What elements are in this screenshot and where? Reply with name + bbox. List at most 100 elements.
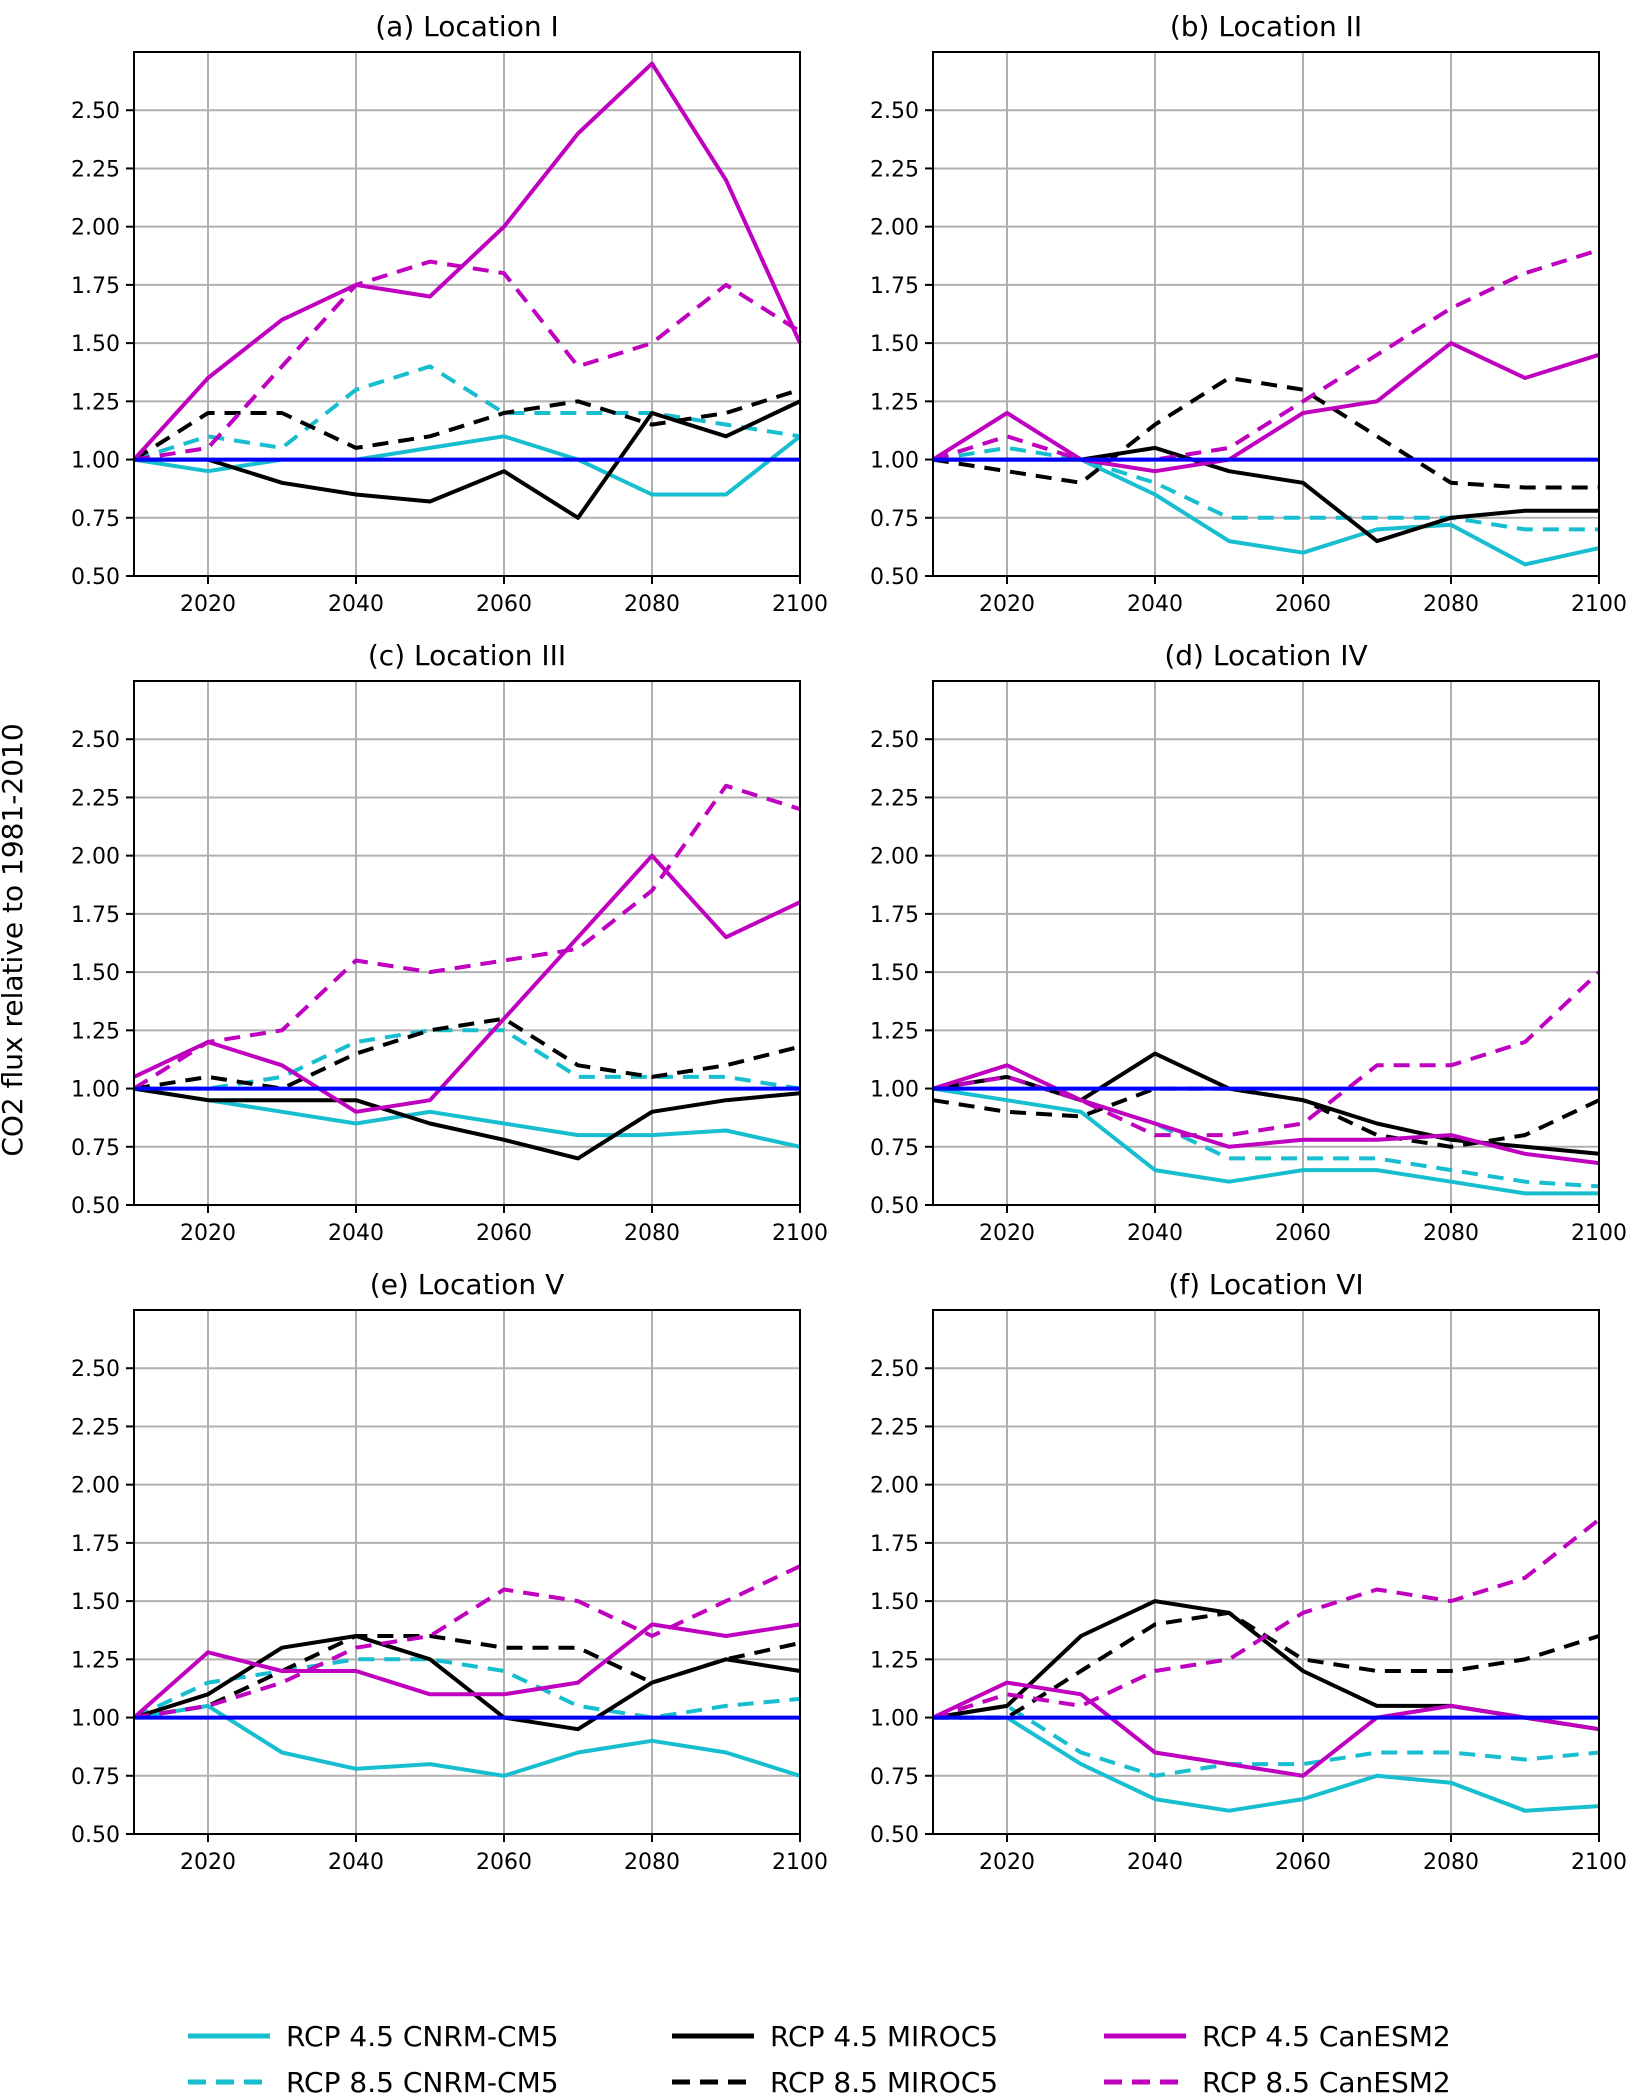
y-tick-label: 0.75 (870, 507, 919, 532)
panels: 2020 2040 2060 2080 2100 0.50 0.75 1.00 1.25 1.50… (71, 10, 1627, 1875)
y-tick-label: 1.00 (71, 449, 120, 474)
x-tick-label: 2060 (476, 1221, 532, 1246)
x-tick-label: 2020 (180, 1221, 236, 1246)
plot-area (933, 681, 1599, 1205)
series-line (133, 1086, 801, 1149)
plot-area (134, 52, 800, 576)
legend-label: RCP 4.5 CNRM-CM5 (286, 2020, 559, 2053)
y-tick-label: 0.75 (71, 507, 120, 532)
legend-entry: RCP 4.5 CNRM-CM5 (188, 2020, 559, 2053)
series-line (933, 1715, 1600, 1813)
y-tick-label: 2.00 (870, 216, 919, 241)
panel-1: 2020 2040 2060 2080 2100 0.50 0.75 1.00 1.25 1.50… (71, 10, 828, 617)
x-tick-label: 2020 (979, 1850, 1035, 1875)
x-tick-label: 2020 (979, 592, 1035, 617)
series-line (133, 1634, 801, 1720)
y-tick-label: 1.75 (870, 1532, 919, 1557)
plot-area (134, 1310, 800, 1834)
y-tick-label: 1.00 (870, 449, 919, 474)
x-tick-label: 2080 (1423, 592, 1479, 617)
y-tick-label: 2.00 (870, 845, 919, 870)
y-tick-label: 1.50 (870, 332, 919, 357)
y-tick-label: 0.50 (870, 1823, 919, 1848)
series-line (133, 1703, 801, 1778)
x-tick-label: 2020 (180, 592, 236, 617)
x-tick-label: 2060 (1275, 592, 1331, 617)
legend-label: RCP 4.5 CanESM2 (1202, 2020, 1451, 2053)
legend-entry: RCP 8.5 CanESM2 (1104, 2066, 1451, 2093)
panel-title: (e) Location V (370, 1268, 564, 1301)
x-tick-label: 2060 (1275, 1221, 1331, 1246)
series-line (932, 1703, 1600, 1778)
x-tick-label: 2080 (1423, 1850, 1479, 1875)
y-tick-label: 0.75 (71, 1136, 120, 1161)
x-tick-label: 2040 (328, 1850, 384, 1875)
y-tick-label: 2.25 (71, 1415, 120, 1440)
y-tick-label: 2.25 (71, 157, 120, 182)
series-line (133, 1016, 801, 1091)
y-tick-label: 0.50 (71, 1194, 120, 1219)
x-tick-label: 2020 (979, 1221, 1035, 1246)
series-line (133, 259, 802, 462)
legend-entry: RCP 4.5 CanESM2 (1104, 2020, 1451, 2053)
y-tick-label: 1.75 (71, 903, 120, 928)
legend-label: RCP 8.5 CNRM-CM5 (286, 2066, 559, 2093)
legend: RCP 4.5 CNRM-CM5 RCP 4.5 MIROC5 RCP 4.5 Ca… (188, 2020, 1451, 2093)
series-line (132, 61, 802, 461)
x-tick-label: 2020 (180, 1850, 236, 1875)
series-line (932, 1680, 1600, 1778)
x-tick-label: 2080 (624, 592, 680, 617)
y-tick-label: 0.50 (870, 1194, 919, 1219)
panel-4: 2020 2040 2060 2080 2100 0.50 0.75 1.00 1.25 1.50… (870, 639, 1627, 1246)
series-line (133, 853, 801, 1114)
y-tick-label: 1.25 (870, 390, 919, 415)
plot-area (134, 681, 800, 1205)
y-tick-label: 0.75 (870, 1765, 919, 1790)
series-line (932, 1518, 1601, 1720)
y-tick-label: 0.50 (870, 565, 919, 590)
panel-title: (b) Location II (1170, 10, 1362, 43)
series-line (932, 248, 1600, 462)
x-tick-label: 2060 (476, 592, 532, 617)
panel-title: (f) Location VI (1168, 1268, 1363, 1301)
x-tick-label: 2100 (1571, 592, 1627, 617)
legend-label: RCP 4.5 MIROC5 (770, 2020, 998, 2053)
x-tick-label: 2040 (328, 592, 384, 617)
y-tick-label: 1.00 (870, 1707, 919, 1732)
panel-5: 2020 2040 2060 2080 2100 0.50 0.75 1.00 1.25 1.50… (71, 1268, 828, 1875)
y-tick-label: 1.25 (71, 1648, 120, 1673)
x-tick-label: 2040 (1127, 1850, 1183, 1875)
y-tick-label: 1.50 (870, 961, 919, 986)
panel-2: 2020 2040 2060 2080 2100 0.50 0.75 1.00 1.25 1.50… (870, 10, 1627, 617)
series-line (133, 1564, 801, 1720)
x-tick-label: 2100 (772, 592, 828, 617)
y-tick-label: 1.50 (71, 961, 120, 986)
legend-entry: RCP 8.5 CNRM-CM5 (188, 2066, 559, 2093)
legend-entry: RCP 4.5 MIROC5 (672, 2020, 998, 2053)
series-line (932, 1086, 1599, 1196)
y-tick-label: 0.75 (870, 1136, 919, 1161)
x-tick-label: 2040 (1127, 1221, 1183, 1246)
y-tick-label: 2.00 (71, 216, 120, 241)
y-tick-label: 2.50 (71, 728, 120, 753)
y-tick-label: 1.25 (71, 390, 120, 415)
x-tick-label: 2040 (1127, 592, 1183, 617)
y-tick-label: 2.50 (870, 1357, 919, 1382)
panel-title: (a) Location I (375, 10, 559, 43)
y-tick-label: 2.50 (71, 99, 120, 124)
series-line (932, 445, 1599, 532)
series-line (133, 434, 802, 497)
y-tick-label: 2.00 (71, 1474, 120, 1499)
x-tick-label: 2060 (1275, 1850, 1331, 1875)
y-tick-label: 1.50 (870, 1590, 919, 1615)
y-tick-label: 1.00 (71, 1707, 120, 1732)
panel-title: (c) Location III (368, 639, 566, 672)
y-tick-label: 0.50 (71, 565, 120, 590)
panel-6: 2020 2040 2060 2080 2100 0.50 0.75 1.00 1.25 1.50… (870, 1268, 1627, 1875)
axes-frame (133, 51, 801, 577)
y-tick-label: 2.25 (870, 786, 919, 811)
series-line (133, 1657, 801, 1720)
x-tick-label: 2100 (1571, 1850, 1627, 1875)
y-tick-label: 1.50 (71, 1590, 120, 1615)
series-line (132, 1622, 801, 1720)
